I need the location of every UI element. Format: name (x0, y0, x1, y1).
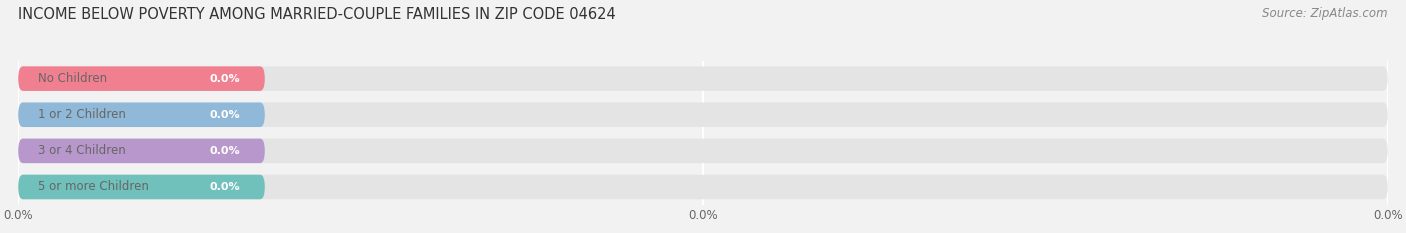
Text: 0.0%: 0.0% (209, 74, 240, 84)
Text: Source: ZipAtlas.com: Source: ZipAtlas.com (1263, 7, 1388, 20)
Text: 3 or 4 Children: 3 or 4 Children (38, 144, 125, 157)
FancyBboxPatch shape (18, 103, 1388, 127)
FancyBboxPatch shape (18, 139, 264, 163)
Text: 1 or 2 Children: 1 or 2 Children (38, 108, 127, 121)
Text: INCOME BELOW POVERTY AMONG MARRIED-COUPLE FAMILIES IN ZIP CODE 04624: INCOME BELOW POVERTY AMONG MARRIED-COUPL… (18, 7, 616, 22)
Text: 5 or more Children: 5 or more Children (38, 181, 149, 193)
Text: 0.0%: 0.0% (209, 182, 240, 192)
Text: 0.0%: 0.0% (209, 146, 240, 156)
FancyBboxPatch shape (18, 139, 1388, 163)
FancyBboxPatch shape (18, 175, 264, 199)
FancyBboxPatch shape (18, 103, 264, 127)
FancyBboxPatch shape (18, 66, 1388, 91)
FancyBboxPatch shape (18, 66, 264, 91)
Text: No Children: No Children (38, 72, 107, 85)
FancyBboxPatch shape (18, 175, 1388, 199)
Text: 0.0%: 0.0% (209, 110, 240, 120)
